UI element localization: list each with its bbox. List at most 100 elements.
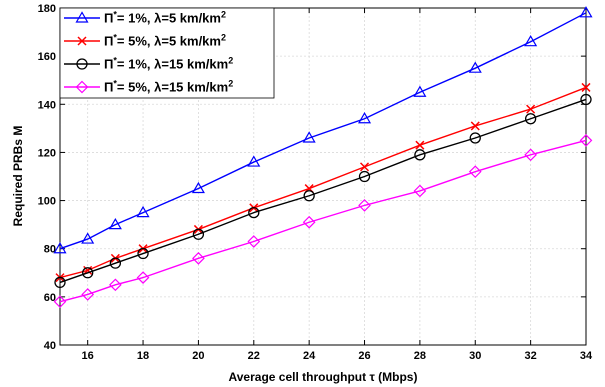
data-point [526,104,536,114]
data-point [248,206,260,219]
y-tick-label: 140 [38,99,56,111]
data-point [53,242,67,254]
legend-marker [77,36,87,46]
data-point [109,257,122,269]
y-tick-label: 60 [44,292,56,304]
series-1 [53,6,593,254]
x-tick-label: 18 [137,350,149,362]
data-point [470,121,480,131]
legend-text: = 1%, λ=5 km/km [117,11,221,26]
legend-star: * [113,33,117,43]
data-point [581,82,591,92]
data-point [468,61,482,73]
data-point [413,85,427,97]
legend-marker [75,11,89,23]
axis-ticks: 16 18 20 22 24 26 28 30 32 3440608010012014016018… [38,3,593,362]
legend-text: = 1%, λ=15 km/km [117,57,228,72]
data-point [415,140,425,150]
x-tick-label: 30 [469,350,481,362]
legend-entry-2: Π*= 5%, λ=5 km/km2 [64,33,226,49]
legend-pi: Π [104,57,113,72]
legend-pi: Π [104,11,113,26]
data-point [579,134,593,147]
data-point [192,228,205,240]
series-4 [53,134,593,309]
data-point [524,35,538,47]
y-tick-label: 160 [38,51,56,63]
legend-star: * [113,10,117,20]
data-point [81,288,95,301]
x-tick-label: 20 [192,350,204,362]
legend-star: * [113,79,117,89]
series [53,6,593,309]
series-line [59,139,587,303]
series-3 [54,93,592,289]
data-point [580,93,592,106]
legend-marker [76,58,88,70]
legend-label: Π*= 5%, λ=5 km/km2 [104,33,226,49]
data-point [468,165,482,179]
data-point [247,155,261,167]
legend-label: Π*= 1%, λ=15 km/km2 [104,56,233,72]
legend-label: Π*= 5%, λ=15 km/km2 [104,79,233,95]
x-tick-label: 34 [580,350,593,362]
data-point [136,271,150,284]
data-point [358,199,371,212]
x-axis-label: Average cell throughput τ (Mbps) [229,370,418,384]
x-tick-label: 26 [358,350,370,362]
data-point [302,215,316,229]
series-line [59,86,587,279]
series-2 [55,82,591,283]
plot-frame [59,7,587,346]
legend-sup: 2 [228,79,233,89]
legend-sup: 2 [228,56,233,66]
data-point [136,205,150,218]
y-tick-label: 80 [44,244,56,256]
data-point [524,113,537,125]
legend-marker [75,80,89,94]
legend-text: = 5%, λ=15 km/km [117,80,228,95]
data-point [54,276,66,289]
data-point [358,170,371,183]
data-point [191,181,205,194]
legend-text: = 5%, λ=5 km/km [117,34,221,49]
data-point [359,162,370,172]
legend-entry-3: Π*= 1%, λ=15 km/km2 [64,56,233,72]
legend-pi: Π [104,34,113,49]
data-point [357,112,372,124]
legend-box [59,7,275,99]
data-point [53,295,67,309]
data-point [192,251,205,265]
x-tick-label: 16 [82,350,94,362]
data-point [579,6,593,18]
legend-entry-4: Π*= 5%, λ=15 km/km2 [64,79,233,95]
data-point [413,184,427,198]
data-point [82,267,94,279]
data-point [108,217,122,230]
y-tick-label: 100 [38,196,56,208]
data-point [302,131,316,143]
x-tick-label: 28 [414,350,426,362]
x-tick-label: 22 [248,350,260,362]
y-tick-label: 40 [44,340,56,352]
data-point [414,149,426,161]
legend-entry-1: Π*= 1%, λ=5 km/km2 [64,10,226,26]
data-point [109,278,122,292]
data-point [247,235,261,248]
data-point [469,132,481,144]
legend-label: Π*= 1%, λ=5 km/km2 [104,10,226,26]
y-tick-label: 120 [38,147,56,159]
data-point [524,148,537,162]
data-point [137,247,149,260]
legend-pi: Π [104,80,113,95]
x-tick-label: 24 [303,350,316,362]
legend-sup: 2 [221,33,226,43]
y-tick-label: 180 [38,3,56,15]
x-tick-label: 32 [525,350,537,362]
data-point [81,232,95,244]
data-point [303,190,315,202]
y-axis-label: Required PRBs M [11,126,25,227]
legend-sup: 2 [221,10,226,20]
